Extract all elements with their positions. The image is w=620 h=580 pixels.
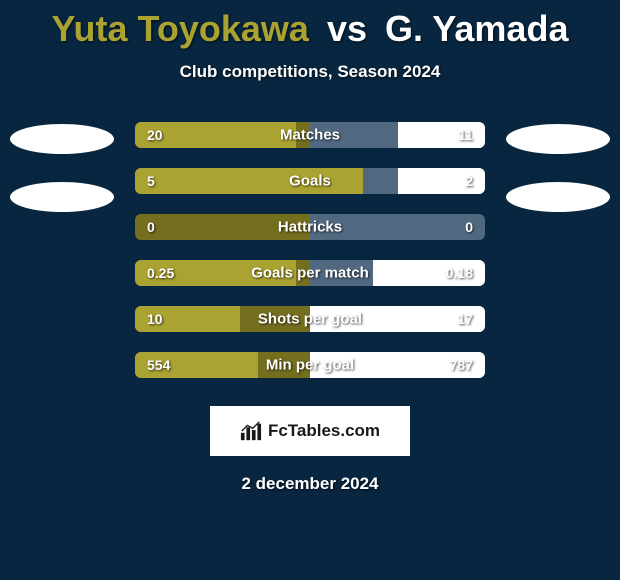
stat-label: Goals <box>289 173 331 190</box>
stat-label: Shots per goal <box>258 311 362 328</box>
stat-value-right: 17 <box>457 311 473 327</box>
source-badge: FcTables.com <box>210 406 410 456</box>
stat-row: Hattricks 0 0 <box>135 214 485 240</box>
stat-value-left: 5 <box>147 173 155 189</box>
source-badge-text: FcTables.com <box>268 421 380 441</box>
stat-value-left: 20 <box>147 127 163 143</box>
title-player2: G. Yamada <box>385 8 568 49</box>
player1-team-placeholder <box>10 182 114 212</box>
stat-row: Goals 5 2 <box>135 168 485 194</box>
player1-avatar-placeholder <box>10 124 114 154</box>
stat-label: Matches <box>280 127 340 144</box>
stat-value-left: 0.25 <box>147 265 174 281</box>
stat-value-right: 2 <box>465 173 473 189</box>
comparison-panel: Matches 20 11 Goals 5 2 Hattricks 0 0 Goals per m… <box>0 122 620 378</box>
stat-value-right: 11 <box>458 127 473 143</box>
stat-row: Min per goal 554 787 <box>135 352 485 378</box>
stat-label: Goals per match <box>251 265 369 282</box>
player2-avatar-placeholder <box>506 124 610 154</box>
title-player1: Yuta Toyokawa <box>52 8 309 49</box>
stat-value-right: 0.18 <box>446 265 473 281</box>
stat-row: Goals per match 0.25 0.18 <box>135 260 485 286</box>
stat-value-right: 0 <box>465 219 473 235</box>
stat-value-left: 0 <box>147 219 155 235</box>
title-vs: vs <box>327 8 367 49</box>
stat-value-left: 554 <box>147 357 170 373</box>
page-title: Yuta Toyokawa vs G. Yamada <box>0 0 620 50</box>
date-text: 2 december 2024 <box>0 474 620 494</box>
player1-avatar-col <box>7 122 117 212</box>
stat-label: Min per goal <box>266 357 354 374</box>
player2-avatar-col <box>503 122 613 212</box>
stat-value-right: 787 <box>450 357 473 373</box>
stat-row: Shots per goal 10 17 <box>135 306 485 332</box>
subtitle: Club competitions, Season 2024 <box>0 62 620 82</box>
player2-team-placeholder <box>506 182 610 212</box>
stat-label: Hattricks <box>278 219 342 236</box>
stat-row: Matches 20 11 <box>135 122 485 148</box>
stat-value-left: 10 <box>147 311 163 327</box>
stats-bars: Matches 20 11 Goals 5 2 Hattricks 0 0 Goals per m… <box>135 122 485 378</box>
bars-icon <box>240 421 262 441</box>
